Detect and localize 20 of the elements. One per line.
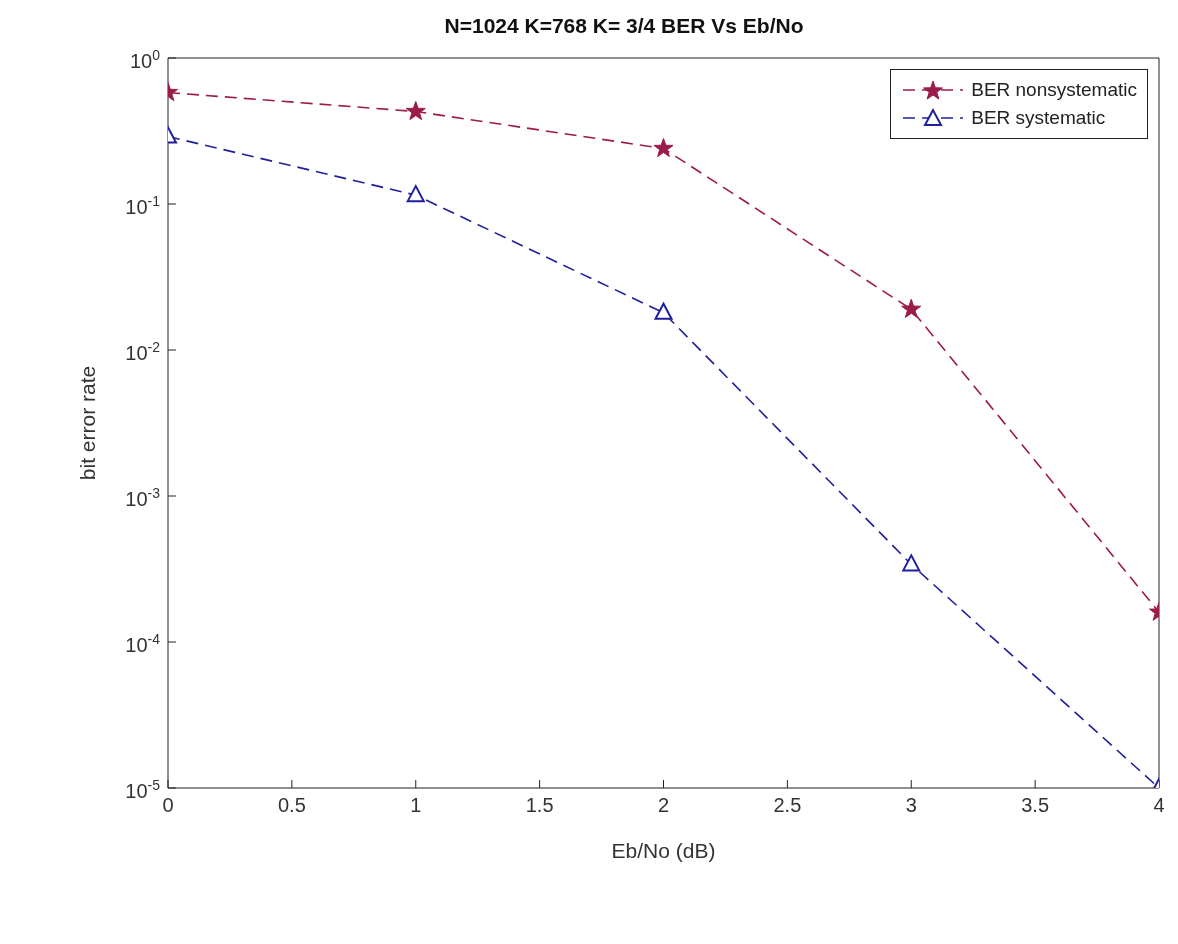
x-tick-label: 3.5 xyxy=(1021,794,1050,817)
y-tick-label: 10$^{-1}$ xyxy=(125,193,161,218)
y-tick-label: 10$^{-3}$ xyxy=(125,485,161,510)
x-tick-label: 2 xyxy=(657,794,670,817)
y-tick-label: 10$^{0}$ xyxy=(129,47,161,72)
y-axis-title: bit error rate xyxy=(76,365,100,481)
x-tick-label: 2.5 xyxy=(773,794,802,817)
x-tick-label: 0.5 xyxy=(277,794,306,817)
x-tick-label: 0 xyxy=(162,794,174,817)
x-tick-label: 4 xyxy=(1153,794,1165,817)
chart-title: N=1024 K=768 K= 3/4 BER Vs Eb/No xyxy=(443,14,805,38)
legend-label: BER systematic xyxy=(971,106,1106,130)
y-tick-label: 10$^{-4}$ xyxy=(125,631,161,656)
x-tick-label: 1 xyxy=(410,794,422,817)
legend-label: BER nonsystematic xyxy=(971,78,1137,102)
x-tick-label: 1.5 xyxy=(525,794,554,817)
x-axis-title: Eb/No (dB) xyxy=(611,839,716,862)
x-tick-label: 3 xyxy=(905,794,917,817)
y-tick-label: 10$^{-5}$ xyxy=(125,777,161,802)
y-tick-label: 10$^{-2}$ xyxy=(125,339,161,364)
